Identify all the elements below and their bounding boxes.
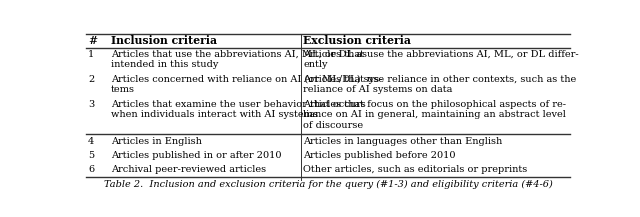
Text: Articles published in or after 2010: Articles published in or after 2010 — [111, 151, 282, 160]
Text: Articles that use the abbreviations AI, ML, or DL as
intended in this study: Articles that use the abbreviations AI, … — [111, 49, 367, 69]
Text: Inclusion criteria: Inclusion criteria — [111, 35, 217, 46]
Text: Articles that use reliance in other contexts, such as the
reliance of AI systems: Articles that use reliance in other cont… — [303, 75, 577, 94]
Text: #: # — [88, 35, 97, 46]
Text: Other articles, such as editorials or preprints: Other articles, such as editorials or pr… — [303, 165, 527, 174]
Text: Articles that examine the user behavior that occurs
when individuals interact wi: Articles that examine the user behavior … — [111, 100, 366, 119]
Text: Articles in English: Articles in English — [111, 137, 202, 146]
Text: 5: 5 — [88, 151, 94, 160]
Text: Archival peer-reviewed articles: Archival peer-reviewed articles — [111, 165, 266, 174]
Text: Articles concerned with reliance on AI (or ML/DL) sys-
tems: Articles concerned with reliance on AI (… — [111, 75, 383, 94]
Text: Exclusion criteria: Exclusion criteria — [303, 35, 411, 46]
Text: 6: 6 — [88, 165, 94, 174]
Text: Articles in languages other than English: Articles in languages other than English — [303, 137, 502, 146]
Text: Articles published before 2010: Articles published before 2010 — [303, 151, 456, 160]
Text: Table 2.  Inclusion and exclusion criteria for the query (#1-3) and eligibility : Table 2. Inclusion and exclusion criteri… — [104, 180, 552, 189]
Text: 4: 4 — [88, 137, 94, 146]
Text: Articles that use the abbreviations AI, ML, or DL differ-
ently: Articles that use the abbreviations AI, … — [303, 49, 579, 69]
Text: Articles that focus on the philosophical aspects of re-
liance on AI in general,: Articles that focus on the philosophical… — [303, 100, 566, 130]
Text: 1: 1 — [88, 49, 94, 59]
Text: 2: 2 — [88, 75, 94, 84]
Text: 3: 3 — [88, 100, 94, 109]
